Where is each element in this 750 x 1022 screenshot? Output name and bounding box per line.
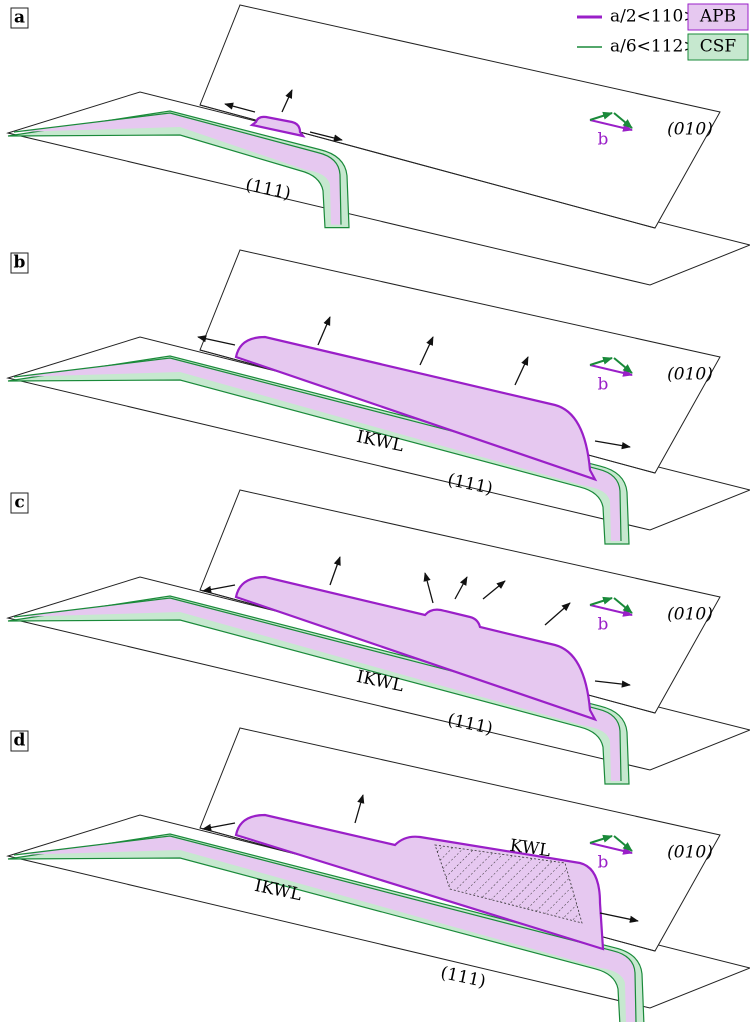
panel-label: b: [14, 253, 26, 273]
vector-label: b: [598, 853, 609, 873]
vector-label: b: [598, 375, 609, 395]
legend-text: a/6<112>: [610, 37, 698, 57]
plane-010-label: (010): [667, 120, 713, 140]
panel-label: c: [14, 493, 24, 513]
panel: bb(010)(111)IKWL: [8, 250, 750, 544]
legend-text: a/2<110>: [610, 7, 698, 27]
vector-label: b: [598, 615, 609, 635]
panel-label: a: [14, 8, 25, 28]
panel: bc(010)(111)IKWL: [8, 490, 750, 784]
vector-label: b: [598, 130, 609, 150]
diagram: a/2<110> APB a/6<112> CSF ba(010)(111)bb…: [0, 0, 750, 1022]
plane-010-label: (010): [667, 605, 713, 625]
legend-box-text: CSF: [700, 37, 737, 57]
panel-label: d: [14, 731, 26, 751]
plane-010-label: (010): [667, 365, 713, 385]
legend-box-text: APB: [699, 7, 736, 27]
plane-010-label: (010): [667, 843, 713, 863]
legend: a/2<110> APB a/6<112> CSF: [577, 4, 748, 60]
